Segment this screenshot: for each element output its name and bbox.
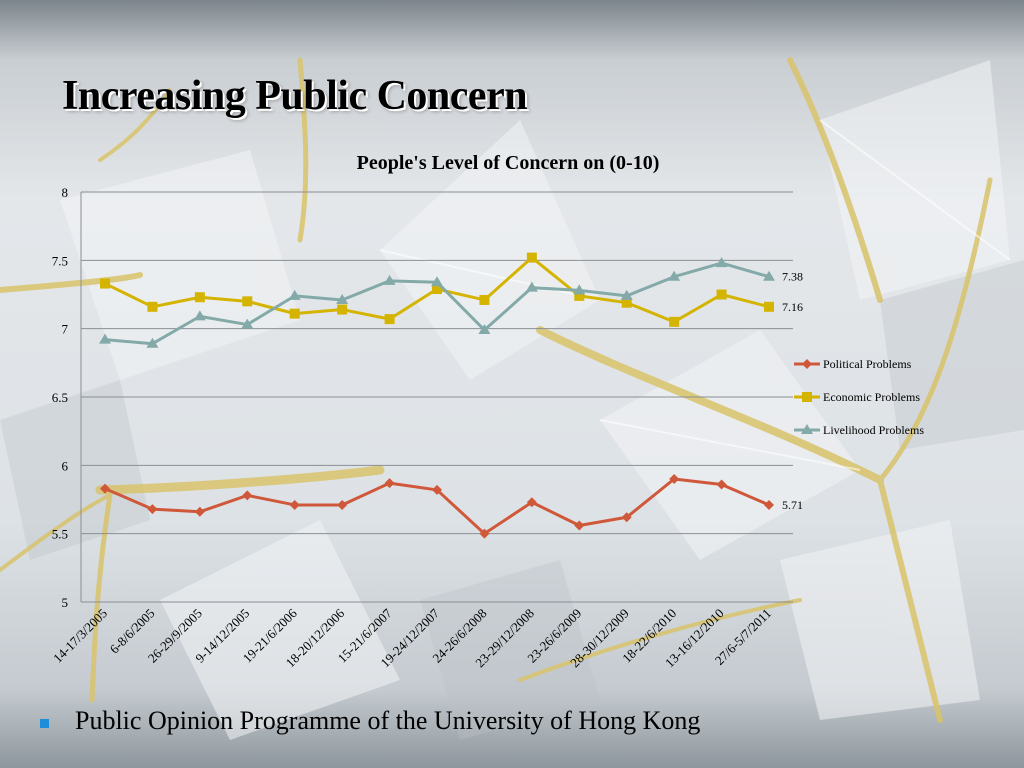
data-point (337, 499, 348, 510)
data-point (337, 304, 348, 315)
data-point (621, 512, 632, 523)
data-point (716, 479, 727, 490)
data-point (573, 284, 586, 295)
footer: Public Opinion Programme of the Universi… (40, 706, 700, 736)
data-point (620, 289, 633, 300)
data-point (384, 478, 395, 489)
end-value-label: 7.16 (782, 300, 803, 314)
slide-title: Increasing Public Concern (62, 73, 528, 119)
y-tick-label: 6 (62, 458, 69, 473)
data-point (432, 284, 442, 295)
data-point (526, 497, 537, 508)
data-point (147, 301, 158, 312)
data-point (384, 314, 395, 325)
legend-label: Political Problems (823, 357, 912, 371)
data-point (432, 484, 442, 495)
y-tick-label: 7 (62, 322, 69, 337)
data-point (574, 290, 585, 301)
data-point (194, 506, 205, 517)
data-point (669, 474, 680, 484)
data-point (242, 490, 253, 501)
data-point (288, 289, 301, 300)
y-tick-label: 8 (62, 185, 69, 200)
data-point (100, 483, 110, 494)
series-line (104, 261, 770, 346)
data-point (526, 252, 537, 263)
y-tick-label: 6.5 (52, 390, 68, 405)
legend-label: Livelihood Problems (823, 423, 924, 437)
data-point (431, 276, 443, 287)
data-point (242, 296, 253, 307)
end-labels: 5.71 7.16 7.38 (782, 270, 803, 512)
data-point (621, 297, 632, 308)
data-point (383, 274, 396, 285)
data-point (715, 257, 728, 268)
data-point (525, 281, 538, 292)
x-tick-label: 14-17/3/2005 (50, 606, 110, 666)
bullet-icon (40, 718, 49, 728)
data-point (801, 424, 813, 434)
y-tick-label: 7.5 (52, 253, 68, 268)
data-point (574, 520, 585, 531)
data-point (478, 324, 491, 335)
x-axis-ticks: 14-17/3/20056-8/6/200526-29/9/20059-14/1… (50, 605, 774, 670)
legend: Political Problems Economic Problems Livel… (794, 357, 924, 437)
data-point (147, 504, 158, 515)
data-point (194, 292, 205, 303)
y-tick-label: 5.5 (52, 527, 68, 542)
data-point (802, 392, 812, 402)
data-point (479, 294, 490, 305)
chart-title: People's Level of Concern on (0-10) (357, 152, 660, 174)
data-point (802, 359, 812, 369)
data-point (99, 333, 111, 344)
y-axis-ticks: 5 5.5 6 6.5 7 7.5 8 (52, 185, 69, 610)
series-lines (99, 252, 775, 539)
end-value-label: 7.38 (782, 270, 803, 284)
data-point (336, 293, 349, 304)
data-point (668, 270, 681, 281)
footer-text: Public Opinion Programme of the Universi… (75, 706, 701, 735)
data-point (146, 337, 159, 348)
data-point (669, 316, 680, 327)
gridlines (80, 191, 793, 603)
legend-label: Economic Problems (823, 390, 920, 404)
data-point (716, 289, 727, 300)
data-point (763, 270, 775, 281)
data-point (289, 308, 300, 319)
data-point (241, 318, 254, 329)
end-value-label: 5.71 (782, 498, 803, 512)
data-point (764, 499, 774, 510)
y-tick-label: 5 (62, 595, 69, 610)
data-point (764, 301, 774, 312)
data-point (100, 278, 110, 289)
data-point (479, 528, 490, 539)
data-point (193, 310, 206, 321)
data-point (289, 499, 300, 510)
